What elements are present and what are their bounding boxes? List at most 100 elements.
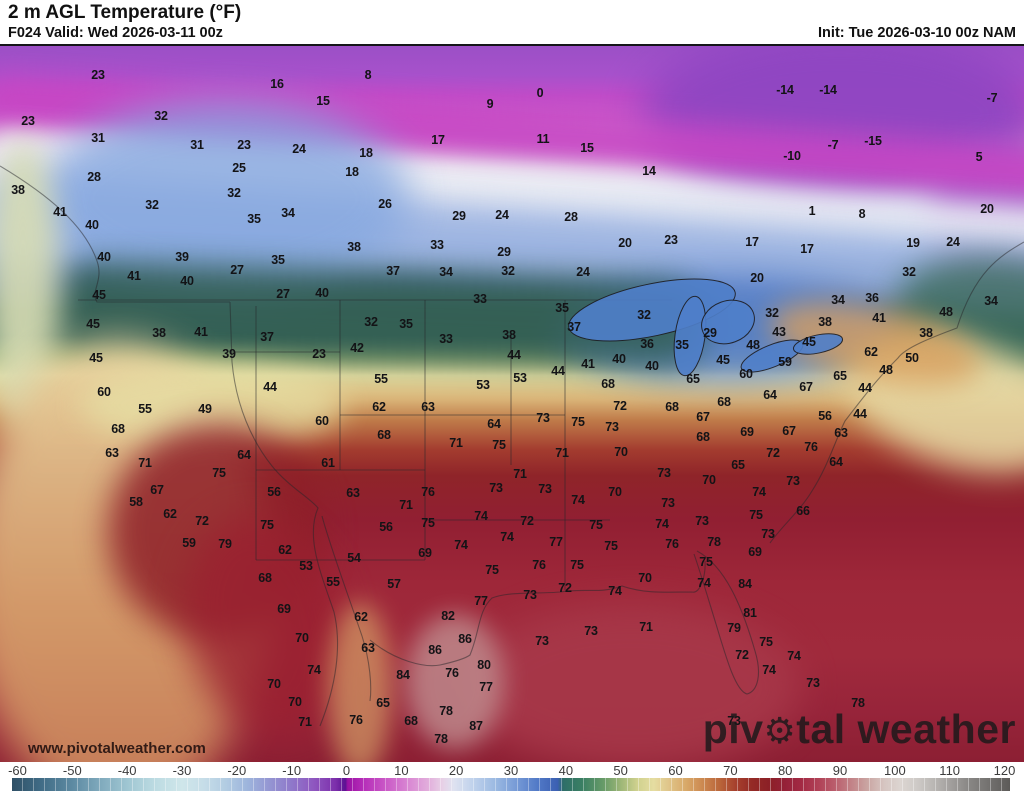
temp-label: 68 — [404, 714, 418, 728]
temp-label: 15 — [316, 94, 330, 108]
temp-label: 76 — [665, 537, 679, 551]
temp-label: 27 — [230, 263, 244, 277]
temp-label: 73 — [786, 474, 800, 488]
temp-label: 68 — [665, 400, 679, 414]
temp-label: 45 — [89, 351, 103, 365]
temp-label: 74 — [762, 663, 776, 677]
temp-label: 75 — [485, 563, 499, 577]
temp-label: 67 — [696, 410, 710, 424]
temp-label: 34 — [439, 265, 453, 279]
temp-label: 74 — [571, 493, 585, 507]
temp-label: 18 — [345, 165, 359, 179]
temp-label: 28 — [87, 170, 101, 184]
colorbar-tick-label: -40 — [117, 763, 137, 778]
temp-label: 34 — [984, 294, 998, 308]
temp-label: -14 — [819, 83, 837, 97]
temp-label: 75 — [421, 516, 435, 530]
temp-label: 72 — [195, 514, 209, 528]
temp-label: 48 — [879, 363, 893, 377]
temp-label: 79 — [727, 621, 741, 635]
temp-label: 67 — [799, 380, 813, 394]
temp-label: 80 — [477, 658, 491, 672]
temp-label: 8 — [364, 68, 372, 82]
map-subtitle-row: F024 Valid: Wed 2026-03-11 00z Init: Tue… — [8, 24, 1016, 42]
temp-label: 38 — [818, 315, 832, 329]
temp-label: 37 — [567, 320, 581, 334]
temp-label: 53 — [476, 378, 490, 392]
temp-label: 74 — [307, 663, 321, 677]
temp-label: 77 — [549, 535, 563, 549]
temp-label: 27 — [276, 287, 290, 301]
temp-label: 84 — [738, 577, 752, 591]
temp-label: 65 — [686, 372, 700, 386]
temp-label: 44 — [263, 380, 277, 394]
temp-label: 64 — [763, 388, 777, 402]
temp-label: 68 — [258, 571, 272, 585]
temp-label: -14 — [776, 83, 794, 97]
temp-label: 69 — [418, 546, 432, 560]
temp-label: 55 — [326, 575, 340, 589]
temp-label: 39 — [222, 347, 236, 361]
temp-label: 56 — [267, 485, 281, 499]
temp-label: 71 — [555, 446, 569, 460]
temp-label: 75 — [212, 466, 226, 480]
temp-label: 78 — [434, 732, 448, 746]
temp-label: 75 — [759, 635, 773, 649]
colorbar-tick-label: 50 — [613, 763, 628, 778]
temp-label: 32 — [501, 264, 515, 278]
temp-label: 58 — [129, 495, 143, 509]
temp-label: 33 — [430, 238, 444, 252]
temp-label: 39 — [175, 250, 189, 264]
temp-label: 36 — [865, 291, 879, 305]
temp-label: 76 — [349, 713, 363, 727]
temp-label: 53 — [513, 371, 527, 385]
temp-label: 1 — [808, 204, 816, 218]
colorbar-tick-label: -10 — [282, 763, 302, 778]
colorbar-tick-label: 80 — [777, 763, 793, 778]
temp-label: 71 — [513, 467, 527, 481]
temp-label: 72 — [766, 446, 780, 460]
temp-label: 50 — [905, 351, 919, 365]
temp-label: 45 — [92, 288, 106, 302]
brand-text-post: tal weather — [796, 706, 1016, 752]
temp-label: 49 — [198, 402, 212, 416]
temp-label: 59 — [778, 355, 792, 369]
map-canvas[interactable]: 23 16 15 23 32 31 31 23 24 25 28 38 32 32 34 35 41 40 39 40… — [0, 46, 1024, 762]
temp-label: 63 — [105, 446, 119, 460]
temp-label: 74 — [697, 576, 711, 590]
temp-label: 15 — [580, 141, 594, 155]
temp-label: 40 — [645, 359, 659, 373]
temp-label: 75 — [699, 555, 713, 569]
temp-label: 62 — [278, 543, 292, 557]
temp-label: 36 — [640, 337, 654, 351]
temp-label: 5 — [975, 150, 983, 164]
temp-label: 66 — [796, 504, 810, 518]
temp-label: 73 — [761, 527, 775, 541]
state-borders-coastlines — [0, 165, 1024, 727]
temp-label: 72 — [613, 399, 627, 413]
temp-label: 73 — [536, 411, 550, 425]
temp-label: 70 — [288, 695, 302, 709]
colorbar: -60 -50 -40 -30 -20 -10 0 10 20 30 40 50 60 70 80 90 100… — [0, 762, 1024, 791]
map-title: 2 m AGL Temperature (°F) — [8, 2, 242, 23]
temp-label: 64 — [237, 448, 251, 462]
temp-label: 62 — [163, 507, 177, 521]
temp-label: 32 — [902, 265, 916, 279]
temp-label: -15 — [864, 134, 882, 148]
temp-label: 68 — [111, 422, 125, 436]
temp-label: 20 — [618, 236, 632, 250]
temp-label: -10 — [783, 149, 801, 163]
colorbar-tick-label: -50 — [62, 763, 82, 778]
temp-label: 42 — [350, 341, 364, 355]
temp-label: 70 — [295, 631, 309, 645]
colorbar-tick-label: 90 — [832, 763, 848, 778]
brand-watermark: piv⚙tal weather — [703, 706, 1016, 753]
temp-label: 23 — [312, 347, 326, 361]
temp-label: 41 — [194, 325, 208, 339]
temp-label: 68 — [377, 428, 391, 442]
temp-label: 35 — [675, 338, 689, 352]
temp-label: 74 — [608, 584, 622, 598]
temp-label: 33 — [439, 332, 453, 346]
temp-label: 67 — [150, 483, 164, 497]
temp-label: 78 — [707, 535, 721, 549]
